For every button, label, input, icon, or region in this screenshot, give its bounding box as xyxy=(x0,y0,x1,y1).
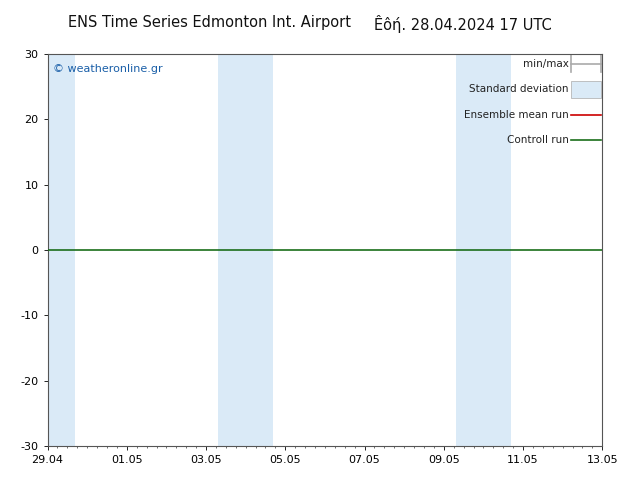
Text: ENS Time Series Edmonton Int. Airport: ENS Time Series Edmonton Int. Airport xyxy=(68,15,351,30)
Bar xyxy=(46,54,75,446)
Text: min/max: min/max xyxy=(522,59,569,69)
Text: Êôή. 28.04.2024 17 UTC: Êôή. 28.04.2024 17 UTC xyxy=(374,15,552,33)
Bar xyxy=(456,54,511,446)
Bar xyxy=(218,54,273,446)
Bar xyxy=(571,80,601,98)
Text: Ensemble mean run: Ensemble mean run xyxy=(463,110,569,120)
Text: Standard deviation: Standard deviation xyxy=(469,84,569,94)
Text: © weatheronline.gr: © weatheronline.gr xyxy=(53,64,163,74)
Text: Controll run: Controll run xyxy=(507,135,569,145)
